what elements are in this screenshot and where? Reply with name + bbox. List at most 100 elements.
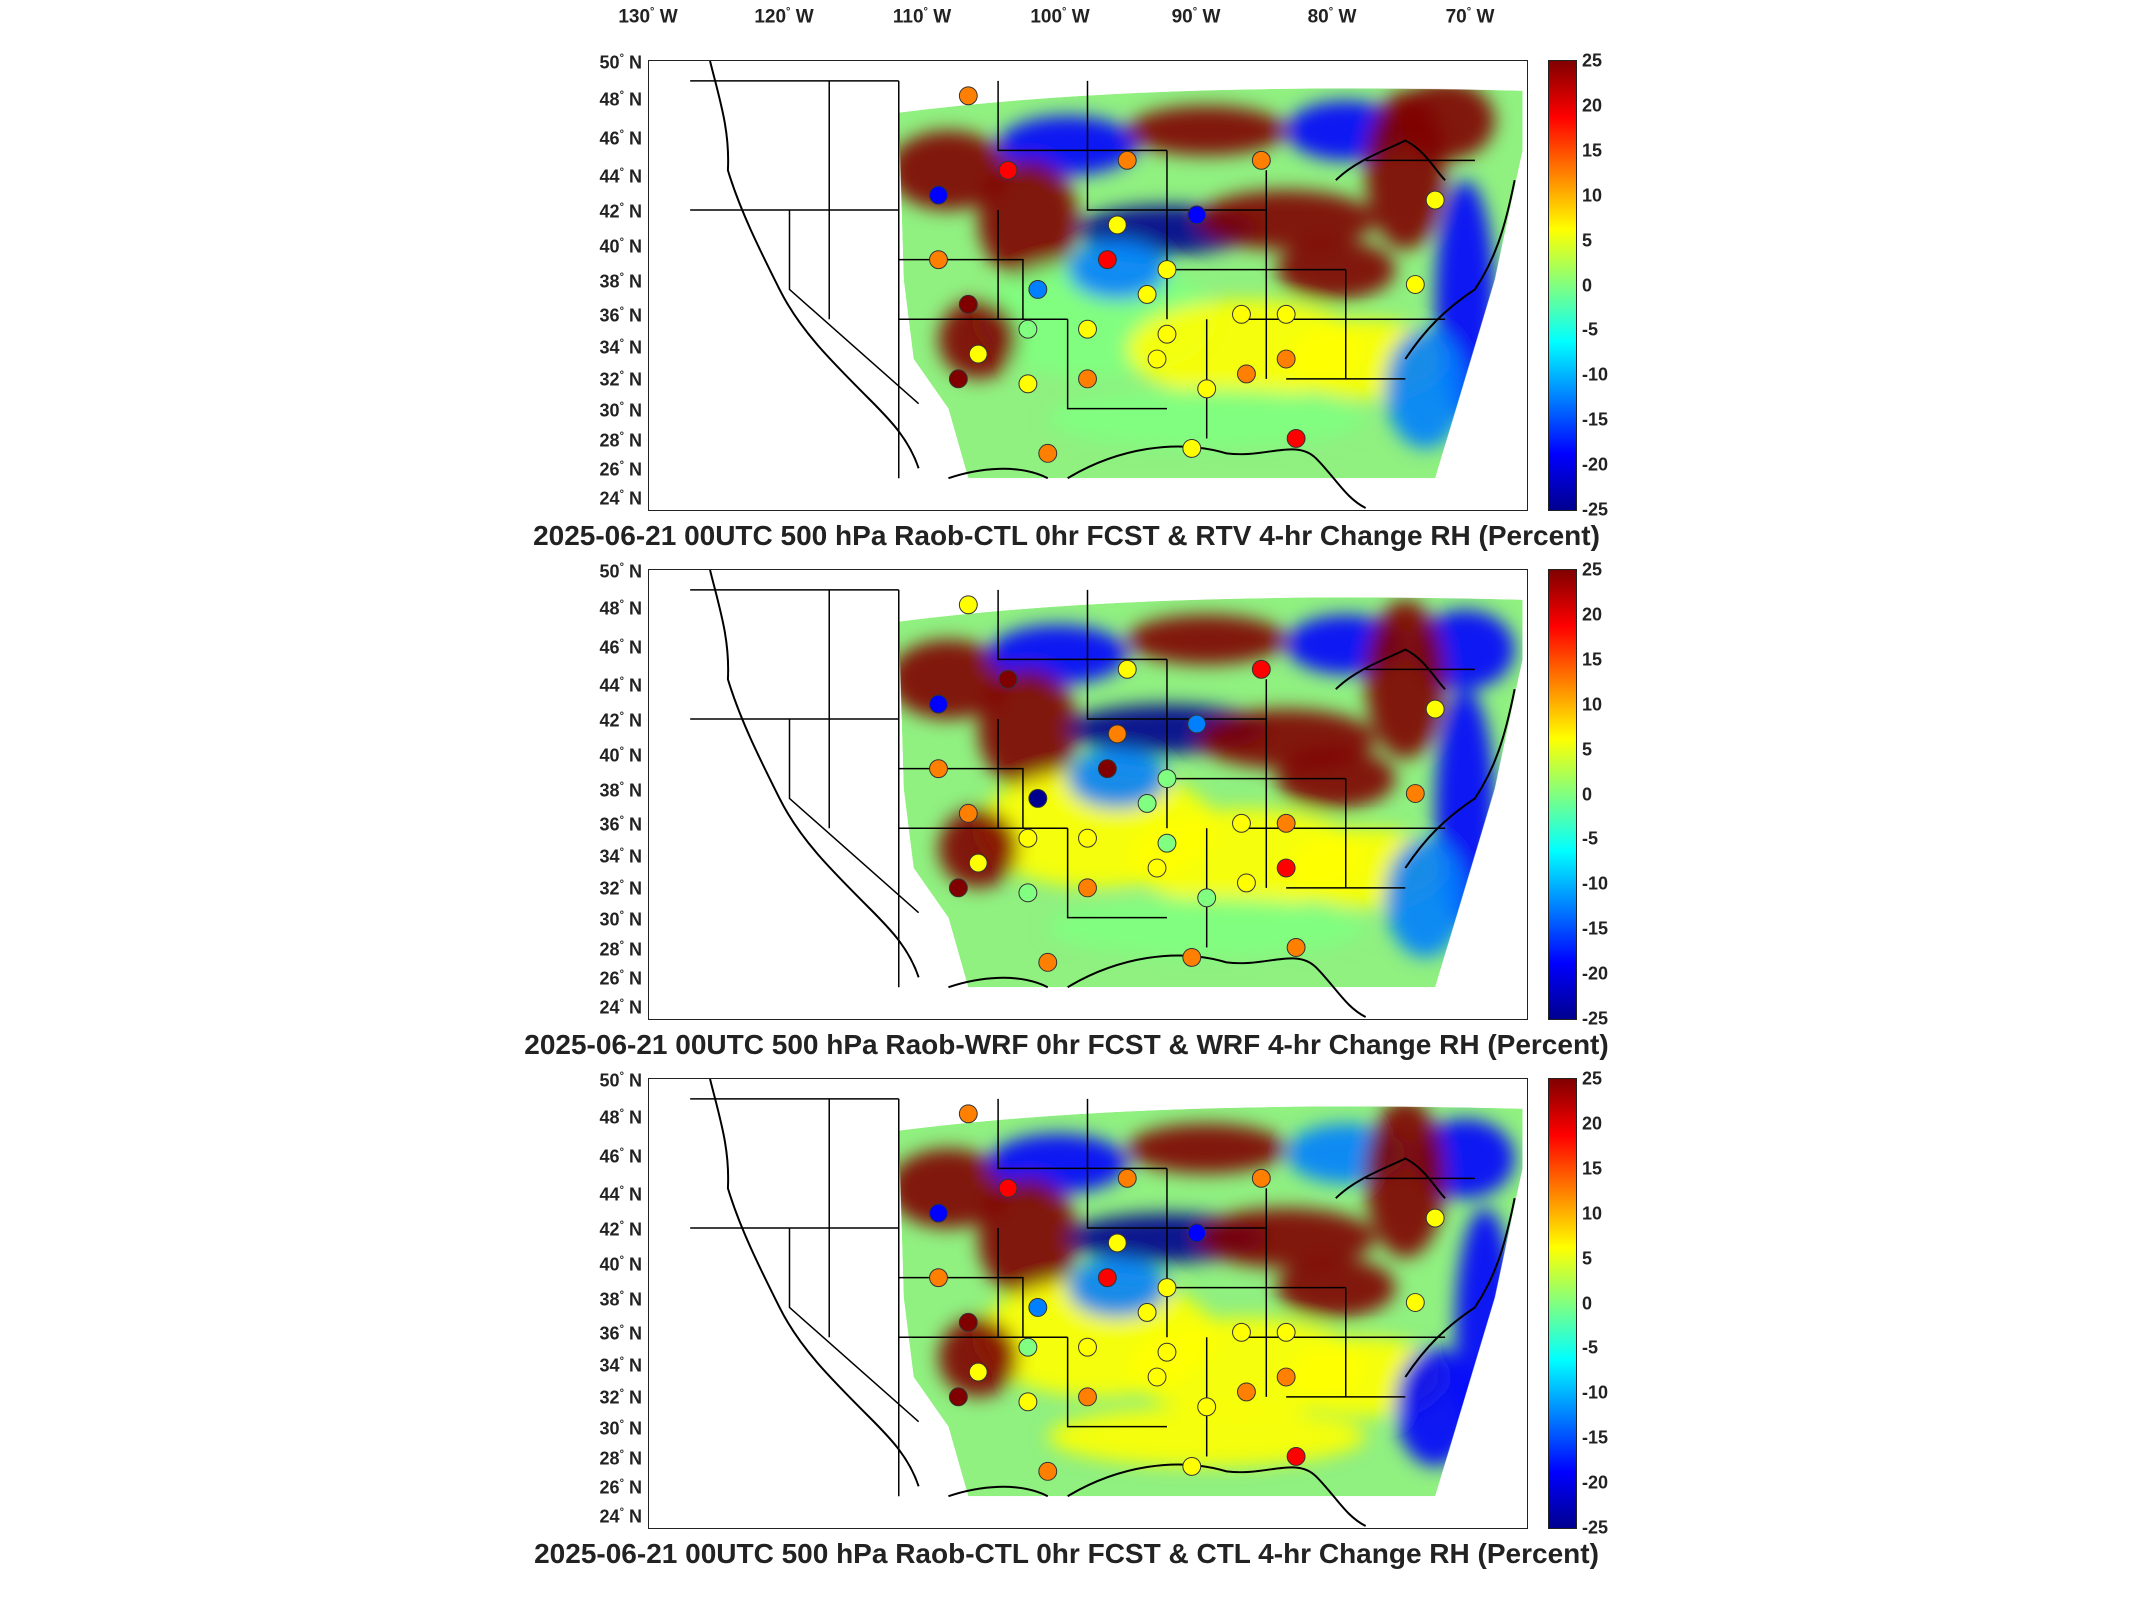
colorbar-tick-label: -15 bbox=[1582, 918, 1609, 939]
raob-station-marker bbox=[1232, 304, 1251, 324]
colorbar-tick-label: 25 bbox=[1582, 1068, 1603, 1089]
raob-station-marker bbox=[958, 86, 978, 106]
colorbar-tick-label: 10 bbox=[1582, 1203, 1603, 1224]
raob-station-marker bbox=[1107, 1233, 1127, 1253]
colorbar-tick-label: 15 bbox=[1582, 1158, 1603, 1179]
latitude-tick-label: 36° N bbox=[599, 1323, 642, 1344]
raob-station-marker bbox=[1236, 1382, 1256, 1402]
latitude-tick-label: 32° N bbox=[599, 878, 642, 899]
raob-station-marker bbox=[1107, 724, 1127, 744]
map-svg bbox=[690, 570, 1523, 1018]
raob-station-marker bbox=[1097, 1268, 1117, 1288]
raob-station-marker bbox=[958, 1312, 978, 1332]
colorbar-tick-label: -5 bbox=[1582, 319, 1599, 340]
latitude-tick-label: 42° N bbox=[599, 201, 642, 222]
colorbar-tick-label: -20 bbox=[1582, 963, 1609, 984]
raob-station-marker bbox=[1425, 190, 1445, 210]
rh-change-region bbox=[1067, 239, 1167, 300]
latitude-tick-label: 38° N bbox=[599, 780, 642, 801]
raob-station-marker bbox=[1078, 878, 1097, 898]
raob-station-marker bbox=[929, 1203, 948, 1223]
latitude-tick-label: 48° N bbox=[599, 1107, 642, 1128]
raob-station-marker bbox=[1251, 1168, 1271, 1188]
latitude-tick-label: 50° N bbox=[599, 52, 642, 73]
raob-station-marker bbox=[1197, 1397, 1217, 1417]
raob-station-marker bbox=[1276, 858, 1296, 878]
latitude-tick-label: 46° N bbox=[599, 637, 642, 658]
raob-station-marker bbox=[1078, 1387, 1097, 1407]
rh-change-map bbox=[648, 1078, 1528, 1529]
raob-station-marker bbox=[1137, 794, 1157, 813]
raob-station-marker bbox=[1018, 1337, 1038, 1357]
latitude-tick-label: 24° N bbox=[599, 1506, 642, 1527]
panel-caption: 2025-06-21 00UTC 500 hPa Raob-CTL 0hr FC… bbox=[533, 520, 1600, 551]
latitude-tick-label: 24° N bbox=[599, 997, 642, 1018]
latitude-tick-label: 38° N bbox=[599, 1289, 642, 1310]
raob-station-marker bbox=[1286, 429, 1306, 448]
raob-station-marker bbox=[998, 1178, 1018, 1198]
rh-change-region bbox=[938, 808, 1018, 888]
raob-station-marker bbox=[1028, 1298, 1048, 1317]
colorbar-tick-label: -5 bbox=[1582, 828, 1599, 849]
rh-change-region bbox=[898, 1148, 1009, 1229]
rh-change-region bbox=[898, 639, 1009, 720]
raob-station-marker bbox=[1018, 883, 1038, 903]
latitude-tick-label: 50° N bbox=[599, 561, 642, 582]
raob-station-marker bbox=[1117, 1168, 1137, 1188]
coastline bbox=[709, 1079, 1516, 1527]
longitude-tick-label: 100° W bbox=[1030, 6, 1090, 28]
rh-change-map bbox=[648, 60, 1528, 511]
rh-change-region bbox=[1385, 838, 1465, 958]
colorbar-tick-label: -10 bbox=[1582, 1382, 1609, 1403]
raob-station-marker bbox=[1236, 873, 1256, 893]
longitude-tick-label: 70° W bbox=[1445, 6, 1495, 28]
panel-caption: 2025-06-21 00UTC 500 hPa Raob-WRF 0hr FC… bbox=[524, 1029, 1609, 1060]
raob-station-marker bbox=[1018, 319, 1038, 339]
colorbar-ticks: 25 20 15 10 5 0 -5 -10 -15 -20 -25 bbox=[1582, 51, 1642, 520]
latitude-tick-label: 34° N bbox=[599, 846, 642, 867]
colorbar-tick-label: 10 bbox=[1582, 185, 1603, 206]
raob-station-marker bbox=[1405, 1293, 1425, 1312]
latitude-tick-label: 24° N bbox=[599, 488, 642, 509]
latitude-tick-label: 46° N bbox=[599, 128, 642, 149]
raob-station-marker bbox=[1147, 349, 1167, 369]
latitude-tick-label: 26° N bbox=[599, 968, 642, 989]
coastline bbox=[709, 570, 1516, 1018]
raob-station-marker bbox=[1182, 1456, 1202, 1476]
raob-station-marker bbox=[1276, 304, 1296, 324]
longitude-tick-label: 80° W bbox=[1307, 6, 1357, 28]
latitude-tick-label: 32° N bbox=[599, 1387, 642, 1408]
longitude-tick-label: 120° W bbox=[754, 6, 814, 28]
rh-change-region bbox=[1395, 1347, 1475, 1467]
latitude-tick-label: 28° N bbox=[599, 939, 642, 960]
latitude-tick-label: 40° N bbox=[599, 236, 642, 257]
latitude-tick-label: 38° N bbox=[599, 271, 642, 292]
raob-station-marker bbox=[968, 344, 988, 364]
raob-station-marker bbox=[998, 160, 1018, 180]
raob-station-marker bbox=[1157, 260, 1177, 280]
rh-change-region bbox=[998, 115, 1138, 176]
raob-station-marker bbox=[1107, 215, 1127, 235]
colorbar-tick-label: 0 bbox=[1582, 1293, 1593, 1313]
raob-station-marker bbox=[958, 595, 978, 615]
raob-station-marker bbox=[1157, 769, 1177, 789]
raob-station-marker bbox=[1028, 789, 1048, 808]
colorbar-tick-label: 5 bbox=[1582, 739, 1593, 760]
latitude-axis: 50° N 48° N 46° N 44° N 42° N 40° N 38° N 36° N… bbox=[570, 1071, 642, 1529]
rh-change-region bbox=[1365, 599, 1446, 759]
latitude-tick-label: 48° N bbox=[599, 598, 642, 619]
raob-stations bbox=[929, 1104, 1445, 1481]
raob-station-marker bbox=[1276, 813, 1296, 833]
map-panel-1: 50° N 48° N 46° N 44° N 42° N 40° N 38° N 36° N… bbox=[0, 51, 2133, 569]
map-panel-3: 50° N 48° N 46° N 44° N 42° N 40° N 38° N 36° N… bbox=[0, 1069, 2133, 1587]
raob-station-marker bbox=[1137, 285, 1157, 304]
longitude-tick-label: 130° W bbox=[618, 6, 678, 28]
colorbar-tick-label: 5 bbox=[1582, 230, 1593, 251]
raob-station-marker bbox=[1286, 1447, 1306, 1466]
colorbar-ticks: 25 20 15 10 5 0 -5 -10 -15 -20 -25 bbox=[1582, 1069, 1642, 1538]
rh-change-region bbox=[988, 624, 1128, 685]
colorbar-tick-label: 10 bbox=[1582, 694, 1603, 715]
raob-station-marker bbox=[1182, 438, 1202, 458]
raob-station-marker bbox=[968, 853, 988, 873]
rh-change-region bbox=[1127, 614, 1287, 665]
